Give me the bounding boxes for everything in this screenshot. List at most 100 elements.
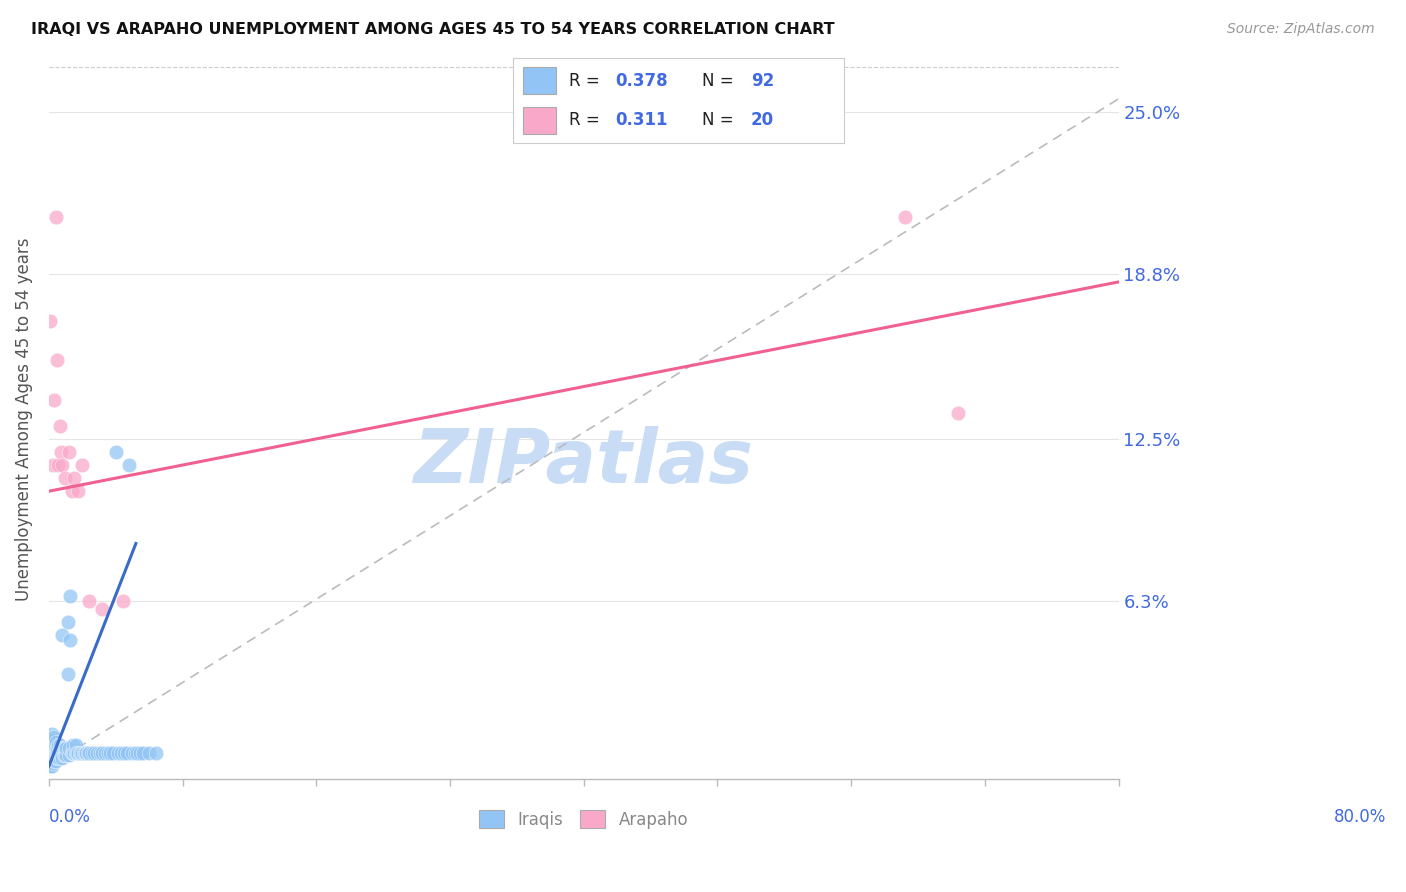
Point <box>59 589 82 603</box>
Point <box>48 738 70 752</box>
Point <box>94 746 117 760</box>
Point <box>60 746 83 760</box>
Point <box>48 746 70 760</box>
Point <box>56 667 79 681</box>
Point <box>58 445 80 459</box>
Point <box>45 210 67 224</box>
Text: IRAQI VS ARAPAHO UNEMPLOYMENT AMONG AGES 45 TO 54 YEARS CORRELATION CHART: IRAQI VS ARAPAHO UNEMPLOYMENT AMONG AGES… <box>31 22 835 37</box>
FancyBboxPatch shape <box>523 67 557 95</box>
Point <box>44 738 66 752</box>
Point <box>946 406 969 420</box>
Text: R =: R = <box>569 72 606 90</box>
Point <box>39 314 62 328</box>
Point <box>75 746 97 760</box>
Point <box>51 458 73 472</box>
Point <box>52 748 75 763</box>
Point <box>67 484 90 499</box>
Point <box>51 740 73 755</box>
Point <box>55 740 77 755</box>
Point <box>65 746 87 760</box>
Text: ZIPatlas: ZIPatlas <box>413 425 754 499</box>
Point <box>46 746 69 760</box>
Point <box>53 740 76 755</box>
Point <box>62 746 84 760</box>
Text: 0.0%: 0.0% <box>49 807 91 826</box>
Point <box>97 746 120 760</box>
Point <box>52 740 75 755</box>
Point <box>44 754 66 768</box>
Point <box>58 748 80 763</box>
Point <box>124 746 146 760</box>
Point <box>75 746 97 760</box>
Point <box>45 743 67 757</box>
Text: R =: R = <box>569 111 610 128</box>
Point <box>77 594 100 608</box>
Point <box>66 746 89 760</box>
Text: Source: ZipAtlas.com: Source: ZipAtlas.com <box>1227 22 1375 37</box>
Point <box>53 471 76 485</box>
Point <box>115 746 138 760</box>
Point <box>49 445 72 459</box>
Point <box>44 748 66 763</box>
Point <box>39 732 62 747</box>
Point <box>49 748 72 763</box>
Point <box>38 746 60 760</box>
Point <box>83 746 105 760</box>
Point <box>41 740 63 755</box>
Point <box>56 615 79 629</box>
Point <box>104 445 127 459</box>
Point <box>49 743 72 757</box>
Point <box>46 751 69 765</box>
Y-axis label: Unemployment Among Ages 45 to 54 years: Unemployment Among Ages 45 to 54 years <box>15 237 32 601</box>
Text: N =: N = <box>702 111 738 128</box>
Point <box>46 746 69 760</box>
Point <box>110 746 132 760</box>
Point <box>89 746 111 760</box>
Point <box>39 743 62 757</box>
Point <box>69 746 91 760</box>
Point <box>45 754 67 768</box>
Point <box>67 746 90 760</box>
Point <box>80 746 103 760</box>
Point <box>112 746 135 760</box>
Point <box>128 746 150 760</box>
Point <box>55 748 77 763</box>
Point <box>91 746 114 760</box>
Point <box>42 751 65 765</box>
Point <box>45 748 67 763</box>
Text: 0.311: 0.311 <box>616 111 668 128</box>
Point <box>91 602 114 616</box>
Point <box>51 751 73 765</box>
Point <box>39 738 62 752</box>
Text: 92: 92 <box>751 72 775 90</box>
Point <box>65 738 87 752</box>
Point <box>46 738 69 752</box>
Point <box>100 746 122 760</box>
Point <box>118 458 141 472</box>
Point <box>42 756 65 771</box>
Point <box>45 735 67 749</box>
Point <box>41 727 63 741</box>
Point <box>42 458 65 472</box>
Point <box>46 458 69 472</box>
Point <box>42 732 65 747</box>
Point <box>145 746 167 760</box>
Point <box>48 751 70 765</box>
Point <box>58 740 80 755</box>
Point <box>44 730 66 744</box>
Point <box>48 418 70 433</box>
Point <box>62 738 84 752</box>
Text: N =: N = <box>702 72 738 90</box>
Point <box>72 458 94 472</box>
Point <box>41 746 63 760</box>
Point <box>72 746 94 760</box>
Point <box>41 759 63 773</box>
Point <box>39 748 62 763</box>
Point <box>101 746 124 760</box>
Point <box>39 759 62 773</box>
Point <box>76 746 98 760</box>
Text: 0.378: 0.378 <box>616 72 668 90</box>
Point <box>42 746 65 760</box>
Point <box>38 759 60 773</box>
Point <box>127 746 149 760</box>
